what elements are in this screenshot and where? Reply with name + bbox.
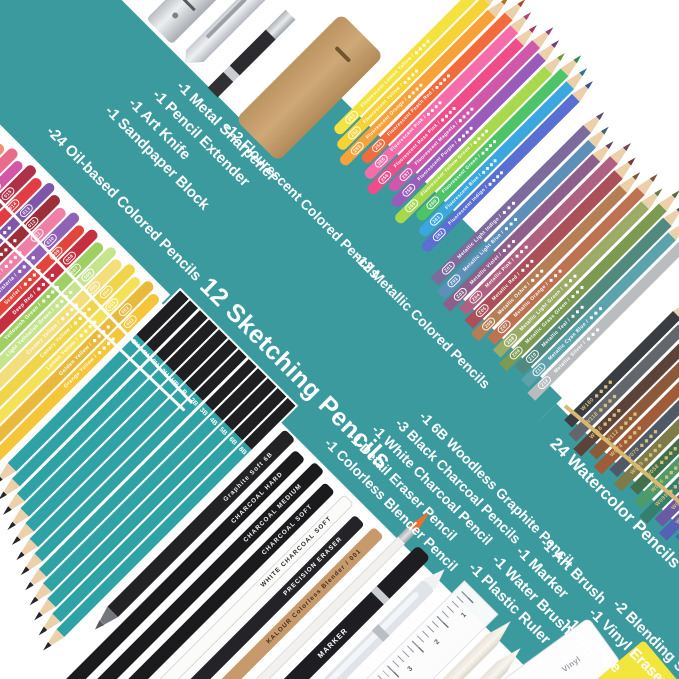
ruler-number: 2 <box>433 638 442 647</box>
ruler-number: 1 <box>460 611 468 620</box>
ruler-number: 3 <box>406 665 415 673</box>
marker-label: MARKER <box>315 626 350 660</box>
